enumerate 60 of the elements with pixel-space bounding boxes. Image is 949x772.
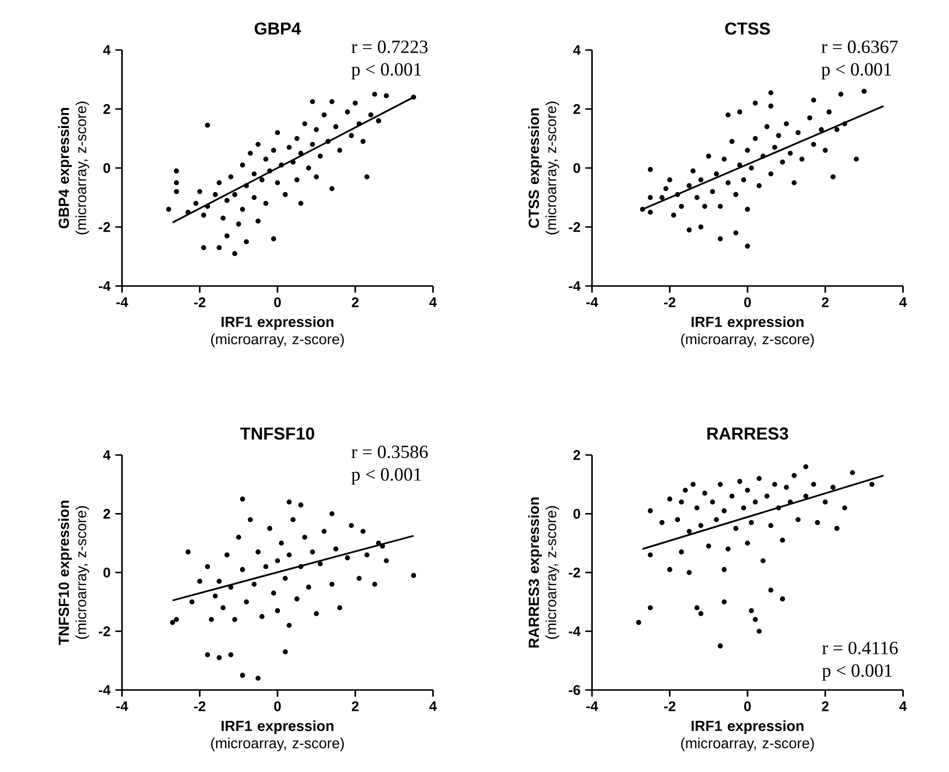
annotation: p < 0.001 [822, 664, 892, 681]
y-tick-label: 4 [103, 45, 111, 55]
y-axis-title: GBP4 expression (microarray, z-score) [58, 102, 90, 234]
annotation: r = 0.3586 [352, 446, 428, 458]
y-tick-label: -4 [98, 685, 111, 695]
x-axis-title: IRF1 expression (microarray, z-score) [211, 316, 344, 348]
y-tick-label: -4 [98, 281, 111, 291]
annotation: p < 0.001 [351, 468, 421, 485]
y-tick-label: -2 [98, 222, 110, 232]
x-tick-label: 4 [899, 701, 907, 711]
chart-title: GBP4 [254, 22, 301, 35]
y-axis-title: TNFSF10 expression (microarray, z-score) [58, 500, 90, 646]
x-axis-title: IRF1 expression (microarray, z-score) [681, 720, 814, 752]
x-tick-label: 0 [744, 701, 751, 712]
x-tick-label: -4 [586, 297, 598, 307]
x-tick-label: -4 [586, 701, 598, 711]
y-axis-title: RARRES3 expression (microarray, z-score) [528, 498, 560, 648]
x-tick-label: -2 [664, 701, 676, 712]
y-tick-label: 4 [573, 45, 581, 55]
x-tick-label: 4 [899, 297, 907, 307]
x-tick-label: -2 [664, 297, 676, 308]
x-tick-label: 2 [822, 701, 829, 712]
x-tick-label: -4 [116, 701, 128, 711]
x-tick-label: -2 [194, 701, 206, 712]
y-tick-label: -6 [568, 685, 580, 695]
y-tick-label: 2 [573, 450, 580, 460]
x-tick-label: 0 [274, 297, 281, 308]
y-tick-label: 0 [573, 163, 580, 173]
x-axis-title: IRF1 expression (microarray, z-score) [211, 720, 344, 752]
annotation: p < 0.001 [351, 63, 421, 80]
x-tick-label: 0 [274, 701, 281, 712]
y-tick-label: 2 [103, 508, 110, 519]
x-tick-label: 2 [352, 297, 359, 308]
y-axis-title: CTSS expression (microarray, z-score) [528, 102, 560, 234]
x-tick-label: 2 [822, 297, 829, 308]
x-axis-title: IRF1 expression (microarray, z-score) [681, 316, 814, 348]
y-tick-label: -2 [568, 568, 580, 578]
y-tick-label: -4 [568, 626, 581, 636]
y-tick-label: 2 [573, 104, 580, 114]
annotation: r = 0.7223 [352, 40, 428, 54]
chart-title: CTSS [725, 22, 770, 35]
annotation: r = 0.4116 [822, 642, 898, 654]
y-tick-label: 0 [103, 163, 110, 173]
x-tick-label: 0 [744, 297, 751, 308]
y-tick-label: 0 [573, 508, 580, 519]
chart-title: TNFSF10 [240, 427, 314, 440]
y-tick-label: -4 [568, 281, 581, 291]
x-tick-label: 4 [429, 701, 437, 711]
x-tick-label: 4 [429, 297, 437, 307]
x-tick-label: -2 [194, 297, 206, 308]
y-tick-label: 4 [103, 450, 111, 460]
y-tick-label: 2 [103, 104, 110, 114]
x-tick-label: 2 [352, 701, 359, 712]
x-tick-label: -4 [116, 297, 128, 307]
chart-title: RARRES3 [707, 427, 788, 440]
y-tick-label: 0 [103, 568, 110, 578]
y-tick-label: -2 [98, 626, 110, 636]
y-tick-label: -2 [568, 222, 580, 232]
annotation: p < 0.001 [821, 63, 891, 80]
annotation: r = 0.6367 [822, 40, 898, 54]
